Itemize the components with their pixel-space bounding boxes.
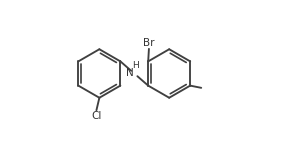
Text: Br: Br [143, 38, 155, 48]
Text: H: H [132, 61, 139, 70]
Text: N: N [126, 68, 133, 78]
Text: Cl: Cl [91, 111, 102, 121]
